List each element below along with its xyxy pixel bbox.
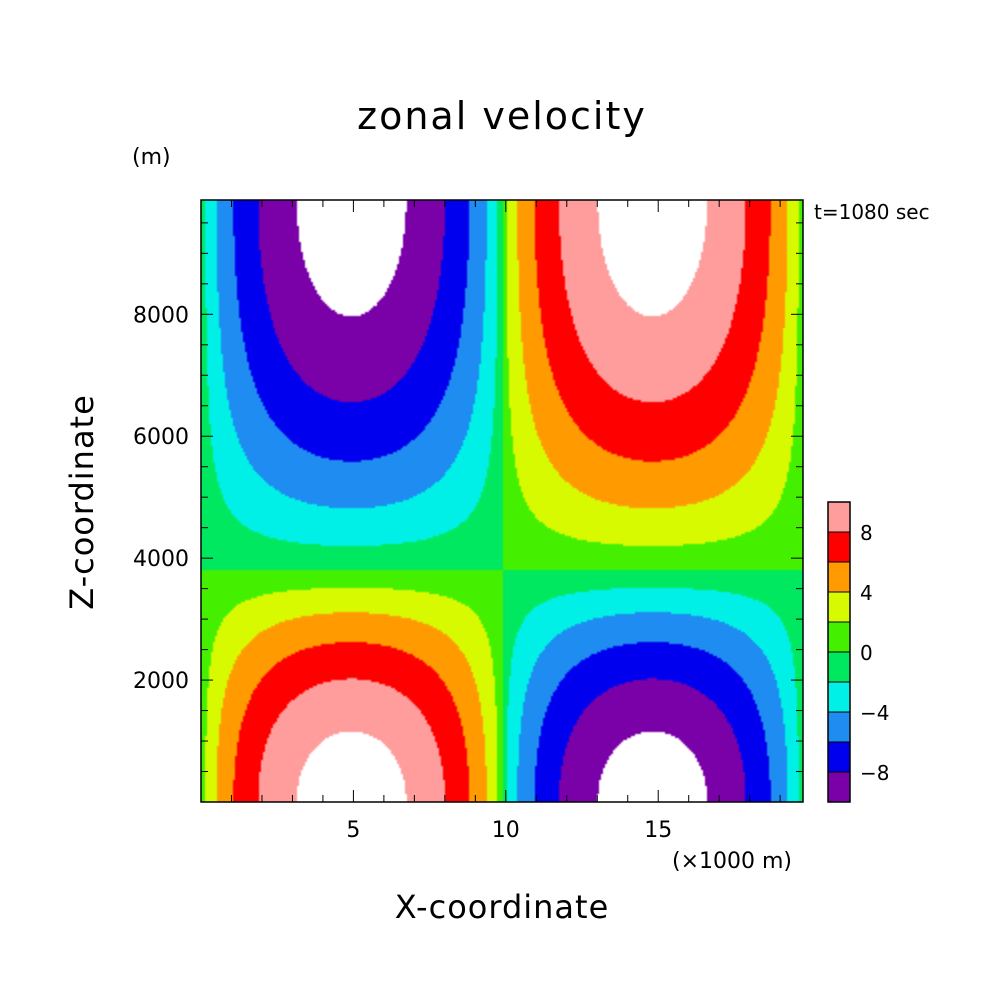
colorbar-swatch [827, 741, 851, 773]
contour-field [201, 200, 803, 802]
colorbar-swatch [827, 681, 851, 713]
colorbar-swatch [827, 771, 851, 803]
x-tick-label: 15 [644, 818, 672, 843]
colorbar-swatch [827, 651, 851, 683]
axis-ticks-layer: 5 10 15 2000 4000 6000 8000 [133, 200, 803, 843]
x-axis-label: X-coordinate [394, 888, 610, 926]
colorbar-tick-label: 4 [860, 581, 873, 605]
colorbar-frame [827, 501, 851, 803]
colorbar-swatch [827, 591, 851, 623]
y-tick-label: 2000 [133, 669, 189, 694]
colorbar-swatch [827, 621, 851, 653]
colorbar-swatch [827, 531, 851, 563]
y-tick-label: 4000 [133, 547, 189, 572]
colorbar-tick-label: −4 [860, 701, 889, 725]
plot-frame [200, 199, 804, 803]
x-axis-unit: (×1000 m) [672, 849, 793, 874]
chart-title: zonal velocity [357, 94, 647, 138]
time-annotation: t=1080 sec [814, 200, 930, 224]
colorbar-tick-label: 8 [860, 521, 873, 545]
colorbar-swatch [827, 711, 851, 743]
y-tick-label: 6000 [133, 425, 189, 450]
colorbar-tick-label: 0 [860, 641, 873, 665]
x-tick-label: 10 [492, 818, 520, 843]
y-tick-label: 8000 [133, 303, 189, 328]
x-tick-label: 5 [346, 818, 360, 843]
colorbar-swatch [827, 561, 851, 593]
colorbar: 8 4 0 −4 −8 [827, 501, 889, 803]
colorbar-tick-label: −8 [860, 761, 889, 785]
colorbar-swatch [827, 501, 851, 533]
y-axis-unit: (m) [132, 145, 171, 170]
plot-frame-layer [200, 199, 804, 803]
